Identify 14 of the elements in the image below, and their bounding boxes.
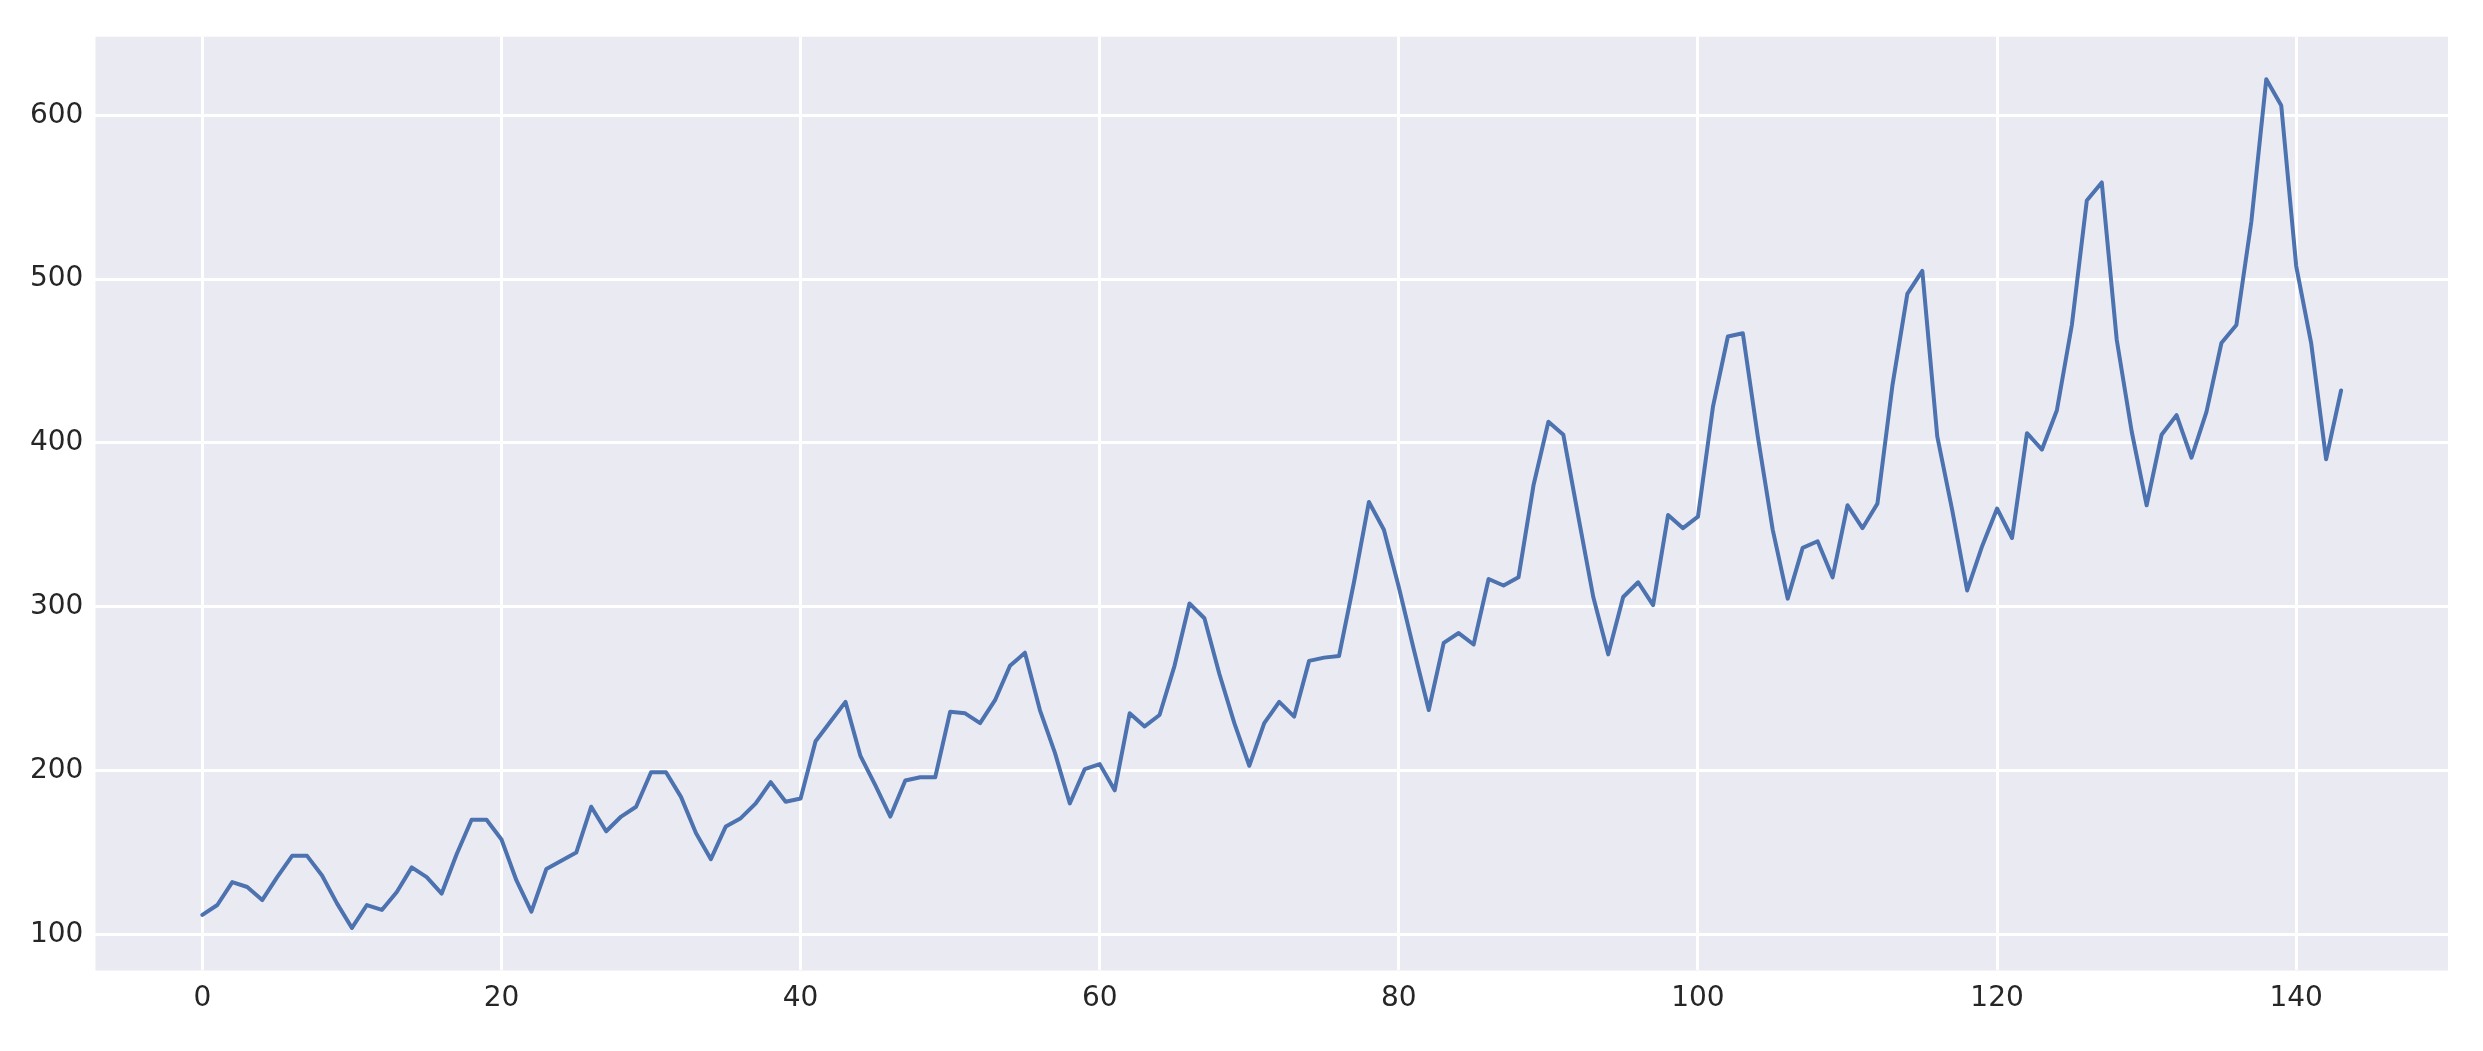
- x-tick-label: 20: [483, 980, 520, 1014]
- x-tick-label: 100: [1671, 980, 1725, 1014]
- x-tick-label: 140: [2269, 980, 2323, 1014]
- y-tick-label: 200: [29, 751, 84, 785]
- y-tick-label: 300: [29, 588, 84, 622]
- x-tick-label: 80: [1381, 980, 1417, 1014]
- x-tick-label: 60: [1081, 980, 1118, 1014]
- y-tick-label: 500: [29, 260, 84, 294]
- x-tick-label: 120: [1970, 980, 2024, 1014]
- x-tick-label: 0: [193, 980, 212, 1014]
- x-tick-label: 40: [782, 980, 819, 1014]
- y-tick-label: 600: [29, 96, 84, 130]
- y-tick-label: 100: [29, 915, 84, 949]
- y-tick-label: 400: [29, 424, 84, 458]
